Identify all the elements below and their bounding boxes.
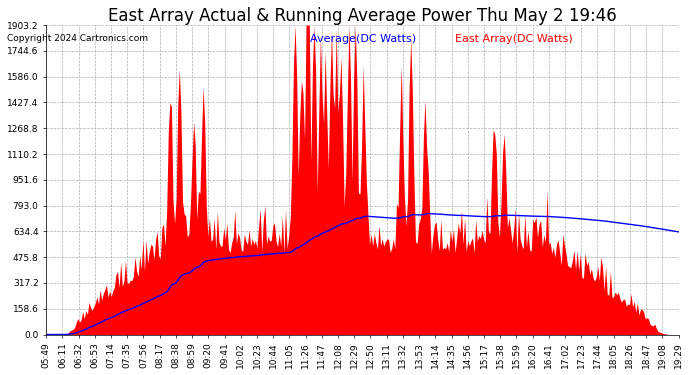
Text: Copyright 2024 Cartronics.com: Copyright 2024 Cartronics.com [7,34,148,43]
Title: East Array Actual & Running Average Power Thu May 2 19:46: East Array Actual & Running Average Powe… [108,7,617,25]
Text: Average(DC Watts): Average(DC Watts) [310,34,417,44]
Text: East Array(DC Watts): East Array(DC Watts) [455,34,573,44]
